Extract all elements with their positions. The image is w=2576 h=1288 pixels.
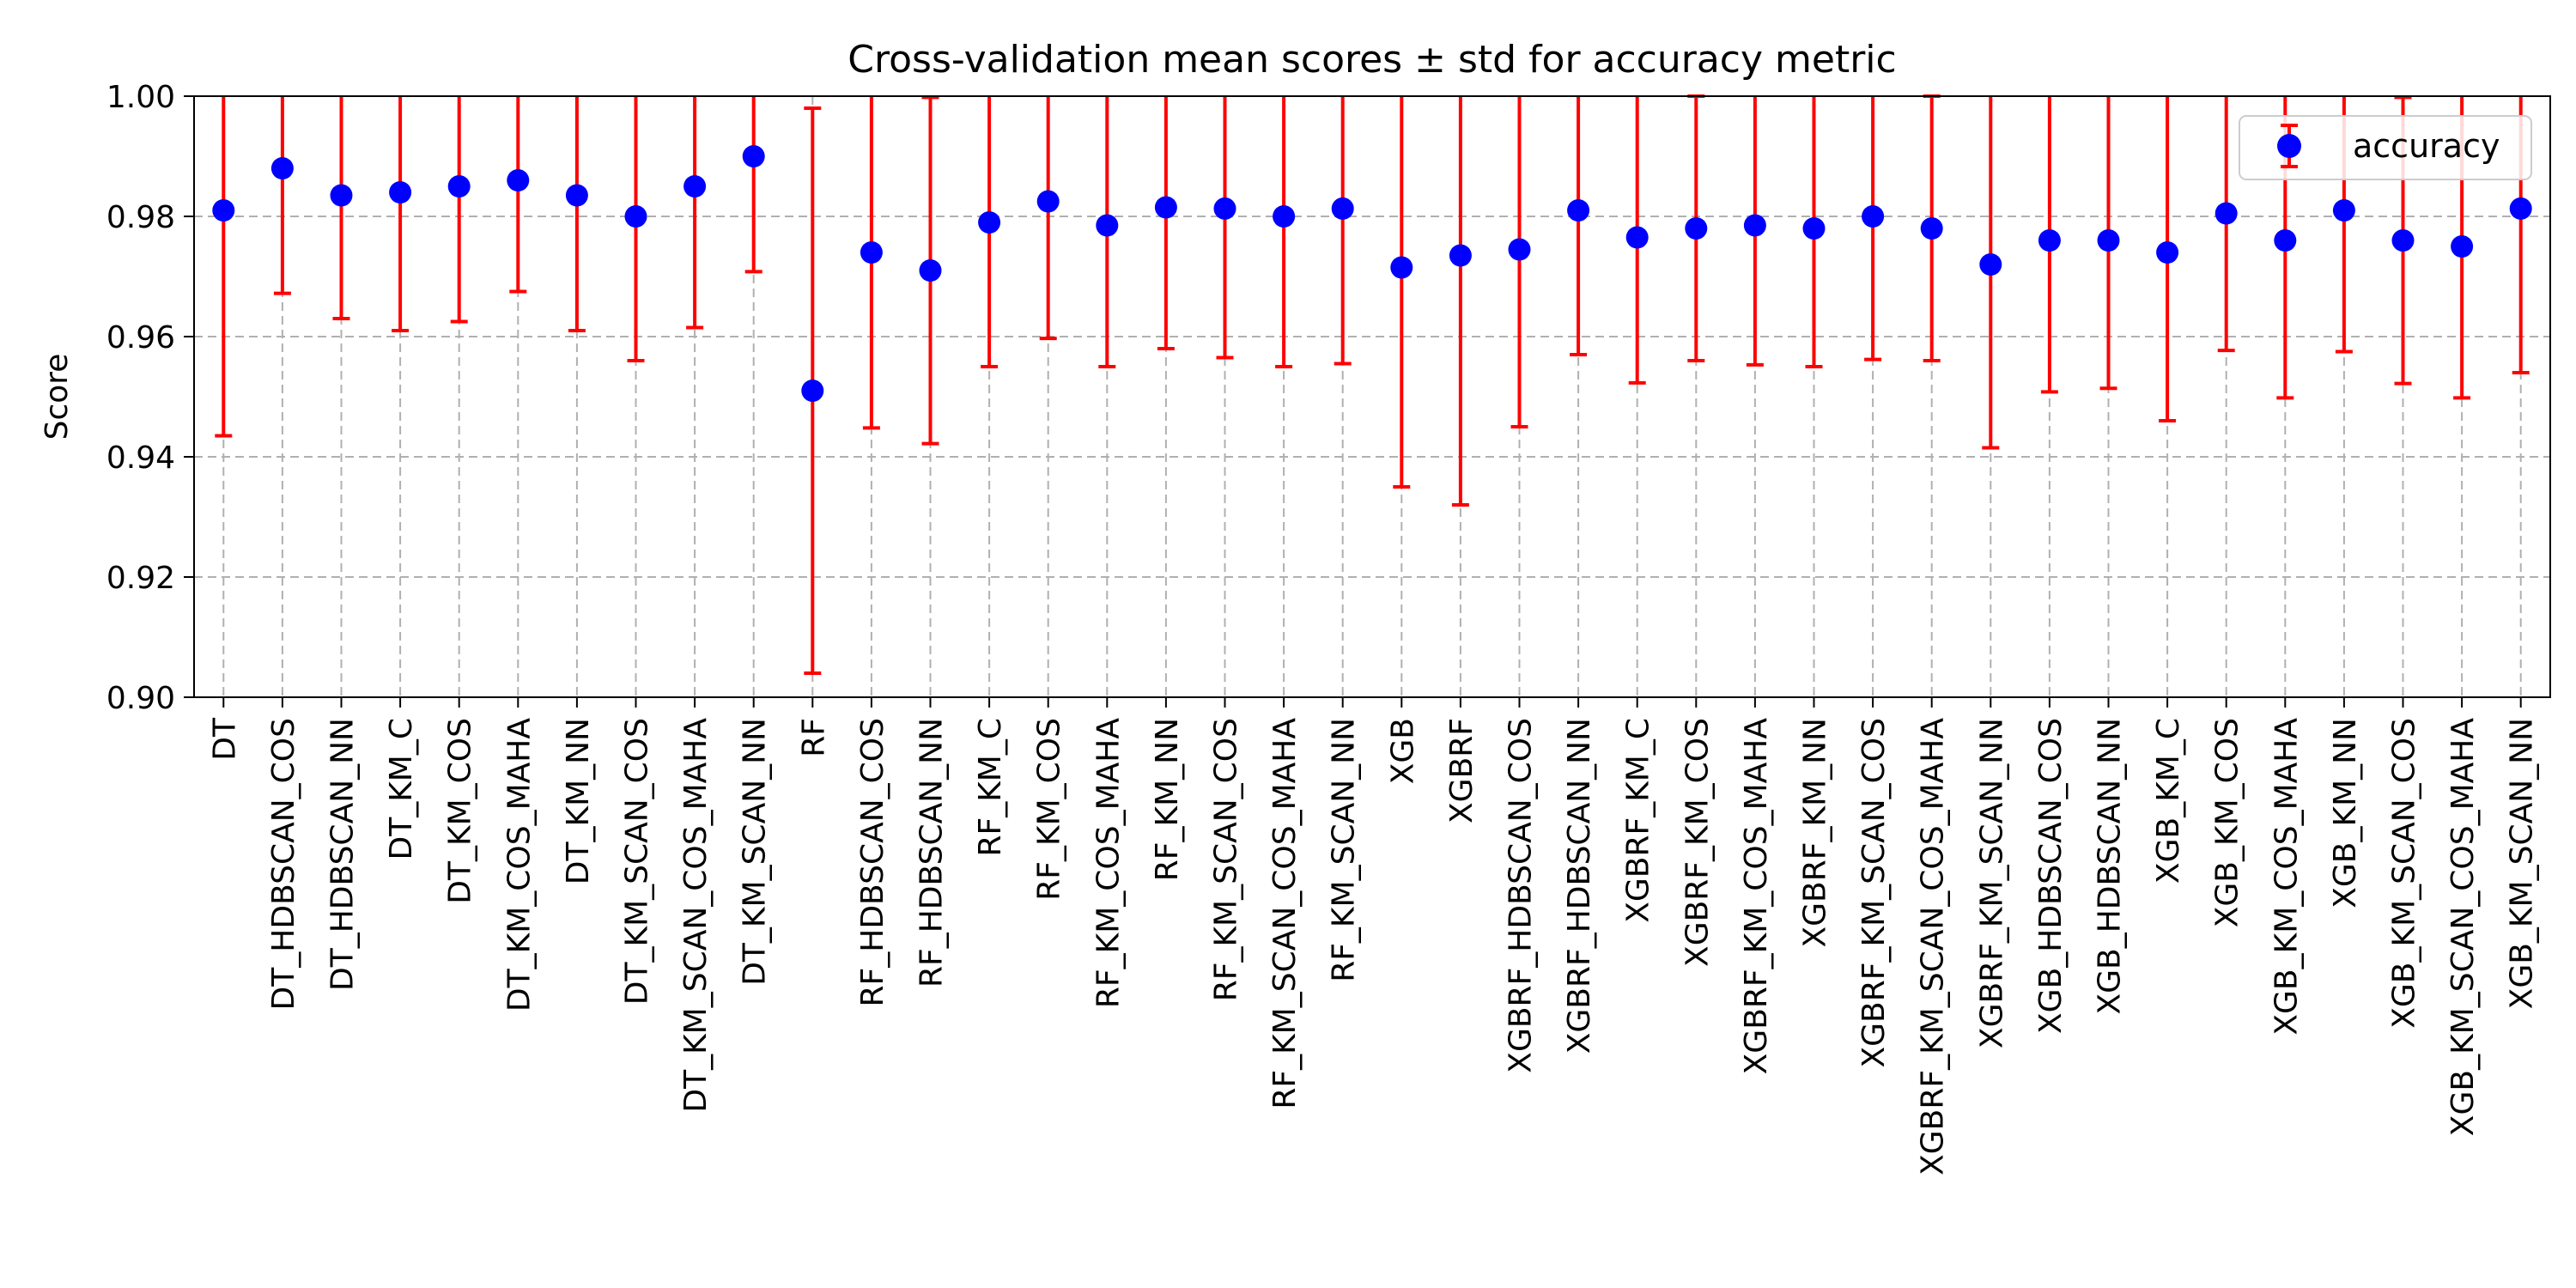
x-tick-label: RF_HDBSCAN_NN: [914, 718, 950, 987]
x-tick-label: DT: [207, 717, 242, 761]
data-point: [1685, 217, 1708, 240]
data-series: [212, 94, 2532, 675]
x-tick-label: RF_KM_SCAN_NN: [1327, 718, 1362, 982]
x-tick-label: RF_KM_SCAN_COS: [1209, 718, 1244, 1001]
data-point: [1096, 214, 1119, 237]
y-tick-label: 0.92: [106, 561, 175, 596]
data-point: [683, 175, 707, 197]
data-point: [978, 211, 1001, 234]
chart-title: Cross-validation mean scores ± std for a…: [848, 38, 1896, 82]
data-point: [1273, 205, 1296, 228]
x-tick-label: XGBRF_HDBSCAN_COS: [1504, 718, 1539, 1073]
x-tick-label: XGB_KM_SCAN_NN: [2505, 718, 2540, 1009]
x-tick-label: DT_HDBSCAN_COS: [266, 718, 301, 1010]
x-tick-label: XGBRF_KM_COS_MAHA: [1739, 718, 1774, 1075]
data-point: [330, 184, 353, 207]
y-tick-label: 0.94: [106, 440, 175, 476]
legend-entry-accuracy: accuracy: [2353, 127, 2500, 165]
x-tick-label: DT_KM_C: [384, 718, 419, 860]
x-tick-label: RF_KM_C: [973, 718, 1008, 857]
data-point: [2274, 229, 2297, 252]
x-tick-label: XGB_KM_SCAN_COS: [2387, 718, 2422, 1029]
data-point: [742, 145, 765, 167]
y-tick-label: 0.96: [106, 320, 175, 355]
data-point: [2038, 229, 2061, 252]
data-point: [1390, 256, 1413, 279]
data-point: [1802, 217, 1826, 240]
data-point: [1567, 199, 1590, 222]
data-point: [1213, 197, 1236, 220]
data-point: [2391, 229, 2415, 252]
y-axis-label: Score: [39, 354, 75, 440]
data-point: [389, 181, 412, 204]
data-point: [1154, 196, 1177, 219]
data-point: [1979, 253, 2002, 276]
x-tick-label: RF_KM_COS_MAHA: [1091, 718, 1126, 1008]
x-tick-label: DT_KM_SCAN_NN: [738, 718, 773, 986]
x-tick-label: XGBRF_KM_SCAN_NN: [1974, 718, 2009, 1048]
data-point: [1920, 217, 1943, 240]
x-tick-label: XGB_KM_NN: [2328, 718, 2363, 908]
x-tick-label: XGBRF_KM_SCAN_COS: [1856, 718, 1892, 1068]
y-tick-label: 0.98: [106, 200, 175, 235]
x-tick-label: XGBRF_KM_NN: [1798, 718, 1833, 948]
x-tick-label: XGBRF: [1444, 718, 1479, 823]
data-point: [2215, 202, 2238, 225]
x-tick-label: RF_KM_SCAN_COS_MAHA: [1267, 718, 1303, 1109]
x-tick-label: XGBRF_KM_C: [1621, 718, 1656, 923]
data-point: [447, 175, 471, 197]
x-tick-label: XGBRF_HDBSCAN_NN: [1562, 718, 1597, 1054]
x-tick-label: XGB_KM_C: [2151, 718, 2186, 884]
x-tick-label: XGB: [1385, 718, 1420, 784]
x-tick-label: RF_KM_NN: [1150, 718, 1185, 881]
x-tick-label: DT_KM_NN: [561, 718, 596, 884]
x-tick-label: XGB_KM_SCAN_COS_MAHA: [2445, 718, 2481, 1137]
x-tick-label: XGB_KM_COS_MAHA: [2269, 718, 2304, 1036]
y-tick-label: 1.00: [106, 80, 175, 115]
data-point: [2156, 241, 2179, 264]
x-tick-label: XGB_HDBSCAN_COS: [2033, 718, 2069, 1034]
x-tick-label: XGB_HDBSCAN_NN: [2093, 718, 2128, 1015]
data-point: [2097, 229, 2120, 252]
data-point: [2509, 197, 2532, 220]
data-point: [860, 241, 883, 264]
x-tick-label: XGB_KM_COS: [2210, 718, 2245, 927]
data-point: [2451, 235, 2474, 258]
x-tick-label: DT_HDBSCAN_NN: [325, 718, 361, 991]
legend-box: [2239, 115, 2532, 180]
data-point: [1508, 238, 1531, 261]
x-tick-label: XGBRF_KM_COS: [1680, 718, 1715, 967]
x-tick-label: DT_KM_COS_MAHA: [501, 718, 537, 1012]
x-tick-label: RF_KM_COS: [1032, 718, 1067, 901]
data-point: [270, 157, 294, 179]
y-tick-label: 0.90: [106, 681, 175, 716]
x-tick-label: XGBRF_KM_SCAN_COS_MAHA: [1916, 718, 1951, 1176]
data-point: [919, 259, 942, 282]
legend-marker-icon: [2277, 134, 2301, 158]
x-tick-label: RF_HDBSCAN_COS: [855, 718, 890, 1006]
data-point: [801, 380, 824, 402]
data-point: [1036, 190, 1060, 213]
data-point: [2332, 199, 2355, 222]
axes: 0.90 0.92 0.94 0.96 0.98 1.00 DT DT_HDBSCAN_COS…: [106, 80, 2540, 1176]
data-point: [1331, 197, 1354, 220]
data-point: [624, 205, 647, 228]
plot-area-frame: [193, 95, 2551, 698]
data-point: [212, 199, 235, 222]
data-point: [1625, 226, 1649, 249]
x-tick-label: DT_KM_SCAN_COS_MAHA: [678, 718, 714, 1113]
data-point: [565, 184, 588, 207]
data-point: [1743, 214, 1766, 237]
x-tick-label: DT_KM_SCAN_COS: [620, 718, 655, 1005]
x-tick-label: RF: [796, 718, 831, 757]
data-point: [1449, 244, 1472, 267]
x-tick-label: DT_KM_COS: [443, 718, 478, 904]
legend: accuracy: [2239, 115, 2532, 180]
data-point: [507, 169, 530, 191]
data-point: [1862, 205, 1885, 228]
